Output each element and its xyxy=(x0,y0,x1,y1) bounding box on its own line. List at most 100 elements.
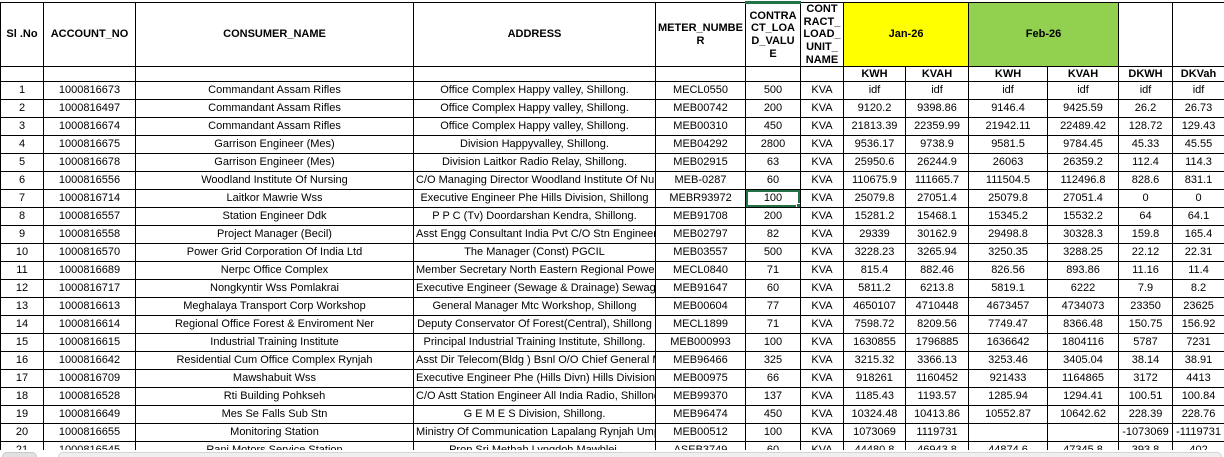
cell-sl[interactable]: 5 xyxy=(0,153,44,173)
cell-sl[interactable]: 12 xyxy=(0,279,44,299)
cell-dkvah[interactable]: 64.1 xyxy=(1172,207,1224,227)
subheader-blank-unit[interactable] xyxy=(800,66,844,83)
cell-sl[interactable]: 16 xyxy=(0,351,44,371)
cell-dkvah[interactable]: 831.1 xyxy=(1172,171,1224,191)
cell-feb-kwh[interactable]: 826.56 xyxy=(968,261,1049,281)
cell-address[interactable]: Office Complex Happy valley, Shillong. xyxy=(413,117,656,137)
selection-fill-handle[interactable] xyxy=(796,203,800,207)
cell-load[interactable]: 82 xyxy=(745,225,801,245)
cell-dkwh[interactable]: -1073069 xyxy=(1118,423,1174,443)
cell-dkwh[interactable]: 26.2 xyxy=(1118,99,1174,119)
cell-sl[interactable]: 7 xyxy=(0,189,44,209)
cell-load[interactable]: 500 xyxy=(745,81,801,101)
header-consumer-name[interactable]: CONSUMER_NAME xyxy=(135,1,414,68)
cell-account[interactable]: 1000816528 xyxy=(43,387,136,407)
cell-address[interactable]: Member Secretary North Eastern Regional … xyxy=(413,261,656,281)
feb-month-header[interactable]: Feb-26 xyxy=(968,1,1120,68)
cell-address[interactable]: Executive Engineer (Sewage & Drainage) S… xyxy=(413,279,656,299)
cell-jan-kvah[interactable]: 1796885 xyxy=(904,333,970,353)
cell-dkwh[interactable]: 159.8 xyxy=(1118,225,1174,245)
cell-account[interactable]: 1000816675 xyxy=(43,135,136,155)
cell-meter[interactable]: MEB000993 xyxy=(655,333,746,353)
scrollbar-left-tab[interactable] xyxy=(2,452,37,457)
cell-account[interactable]: 1000816570 xyxy=(43,243,136,263)
cell-jan-kwh[interactable]: 9536.17 xyxy=(843,135,906,155)
cell-account[interactable]: 1000816497 xyxy=(43,99,136,119)
cell-unit[interactable]: KVA xyxy=(800,243,844,263)
cell-account[interactable]: 1000816655 xyxy=(43,423,136,443)
cell-sl[interactable]: 15 xyxy=(0,333,44,353)
cell-jan-kvah[interactable]: 9398.86 xyxy=(904,99,970,119)
cell-jan-kwh[interactable]: 815.4 xyxy=(843,261,906,281)
cell-consumer[interactable]: Station Engineer Ddk xyxy=(135,207,414,227)
cell-jan-kwh[interactable]: 1630855 xyxy=(843,333,906,353)
cell-meter[interactable]: MEB00310 xyxy=(655,117,746,137)
cell-jan-kwh[interactable]: 21813.39 xyxy=(843,117,906,137)
cell-jan-kvah[interactable]: idf xyxy=(904,81,970,101)
cell-feb-kvah[interactable]: 1294.41 xyxy=(1047,387,1120,407)
cell-unit[interactable]: KVA xyxy=(800,117,844,137)
cell-account[interactable]: 1000816557 xyxy=(43,207,136,227)
cell-sl[interactable]: 9 xyxy=(0,225,44,245)
cell-jan-kvah[interactable]: 1193.57 xyxy=(904,387,970,407)
cell-dkwh[interactable]: 3172 xyxy=(1118,369,1174,389)
cell-sl[interactable]: 6 xyxy=(0,171,44,191)
cell-address[interactable]: Office Complex Happy valley, Shillong. xyxy=(413,81,656,101)
cell-load[interactable]: 200 xyxy=(745,99,801,119)
cell-feb-kvah[interactable]: 30328.3 xyxy=(1047,225,1120,245)
subheader-jan-kvah[interactable]: KVAH xyxy=(904,66,970,83)
cell-unit[interactable]: KVA xyxy=(800,315,844,335)
cell-jan-kvah[interactable]: 3265.94 xyxy=(904,243,970,263)
cell-jan-kwh[interactable]: 25079.8 xyxy=(843,189,906,209)
cell-jan-kwh[interactable]: 1185.43 xyxy=(843,387,906,407)
cell-unit[interactable]: KVA xyxy=(800,405,844,425)
cell-feb-kvah[interactable] xyxy=(1047,423,1120,443)
cell-sl[interactable]: 10 xyxy=(0,243,44,263)
cell-unit[interactable]: KVA xyxy=(800,387,844,407)
cell-address[interactable]: General Manager Mtc Workshop, Shillong xyxy=(413,297,656,317)
cell-dkwh[interactable]: 828.6 xyxy=(1118,171,1174,191)
subheader-feb-kwh[interactable]: KWH xyxy=(968,66,1049,83)
cell-feb-kwh[interactable]: 7749.47 xyxy=(968,315,1049,335)
cell-jan-kvah[interactable]: 3366.13 xyxy=(904,351,970,371)
cell-consumer[interactable]: Meghalaya Transport Corp Workshop xyxy=(135,297,414,317)
cell-meter[interactable]: MEB04292 xyxy=(655,135,746,155)
cell-dkwh[interactable]: 112.4 xyxy=(1118,153,1174,173)
header-contract-load-unit-name[interactable]: CONTRACT_LOAD_UNIT_NAME xyxy=(800,1,844,68)
cell-jan-kwh[interactable]: 3215.32 xyxy=(843,351,906,371)
cell-sl[interactable]: 1 xyxy=(0,81,44,101)
cell-sl[interactable]: 8 xyxy=(0,207,44,227)
cell-feb-kwh[interactable]: 25079.8 xyxy=(968,189,1049,209)
cell-account[interactable]: 1000816614 xyxy=(43,315,136,335)
subheader-dkwh[interactable]: DKWH xyxy=(1118,66,1174,83)
cell-load[interactable]: 450 xyxy=(745,405,801,425)
cell-feb-kwh[interactable]: 21942.11 xyxy=(968,117,1049,137)
cell-feb-kwh[interactable]: 15345.2 xyxy=(968,207,1049,227)
cell-load[interactable]: 500 xyxy=(745,243,801,263)
cell-feb-kvah[interactable]: 893.86 xyxy=(1047,261,1120,281)
cell-consumer[interactable]: Industrial Training Institute xyxy=(135,333,414,353)
cell-account[interactable]: 1000816649 xyxy=(43,405,136,425)
cell-unit[interactable]: KVA xyxy=(800,351,844,371)
cell-consumer[interactable]: Project Manager (Becil) xyxy=(135,225,414,245)
cell-account[interactable]: 1000816673 xyxy=(43,81,136,101)
cell-sl[interactable]: 20 xyxy=(0,423,44,443)
cell-dkvah[interactable]: 129.43 xyxy=(1172,117,1224,137)
cell-jan-kvah[interactable]: 111665.7 xyxy=(904,171,970,191)
cell-load[interactable]: 60 xyxy=(745,279,801,299)
header-sl-no[interactable]: Sl .No xyxy=(0,1,44,68)
cell-consumer[interactable]: Monitoring Station xyxy=(135,423,414,443)
cell-dkvah[interactable]: -1119731 xyxy=(1172,423,1224,443)
cell-dkwh[interactable]: 11.16 xyxy=(1118,261,1174,281)
cell-meter[interactable]: MEB91647 xyxy=(655,279,746,299)
cell-meter[interactable]: MEB99370 xyxy=(655,387,746,407)
cell-unit[interactable]: KVA xyxy=(800,369,844,389)
cell-feb-kwh[interactable]: 26063 xyxy=(968,153,1049,173)
cell-jan-kvah[interactable]: 26244.9 xyxy=(904,153,970,173)
cell-dkwh[interactable]: 23350 xyxy=(1118,297,1174,317)
header-contract-load-value[interactable]: CONTRACT_LOAD_VALUE xyxy=(745,0,801,68)
cell-unit[interactable]: KVA xyxy=(800,423,844,443)
cell-meter[interactable]: MEB00742 xyxy=(655,99,746,119)
cell-address[interactable]: G E M E S Division, Shillong. xyxy=(413,405,656,425)
cell-jan-kvah[interactable]: 9738.9 xyxy=(904,135,970,155)
